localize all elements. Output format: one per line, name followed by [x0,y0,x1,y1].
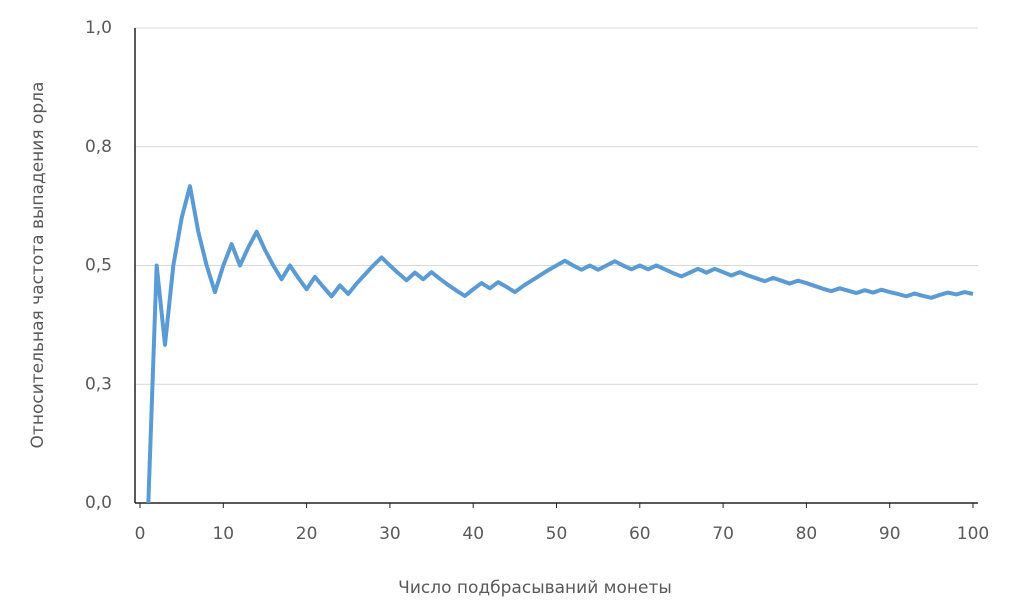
x-tick-label: 100 [957,524,989,544]
x-tick-label: 40 [462,524,484,544]
x-tick-label: 90 [879,524,901,544]
x-tick-label: 10 [212,524,234,544]
x-tick-label: 60 [629,524,651,544]
y-tick-label: 0,5 [85,256,112,276]
data-line [146,184,974,504]
x-tick-label: 70 [712,524,734,544]
y-tick-label: 0,3 [85,374,112,394]
x-tick-label: 80 [796,524,818,544]
x-tick-label: 20 [296,524,318,544]
x-tick-label: 0 [135,524,146,544]
x-tick-label: 50 [546,524,568,544]
y-tick-label: 1,0 [85,18,112,38]
x-axis-title: Число подбрасываний монеты [398,578,672,598]
y-tick-label: 0,0 [85,493,112,513]
x-tick-label: 30 [379,524,401,544]
y-tick-label: 0,8 [85,137,112,157]
y-axis-title: Относительная частота выпадения орла [28,82,48,449]
